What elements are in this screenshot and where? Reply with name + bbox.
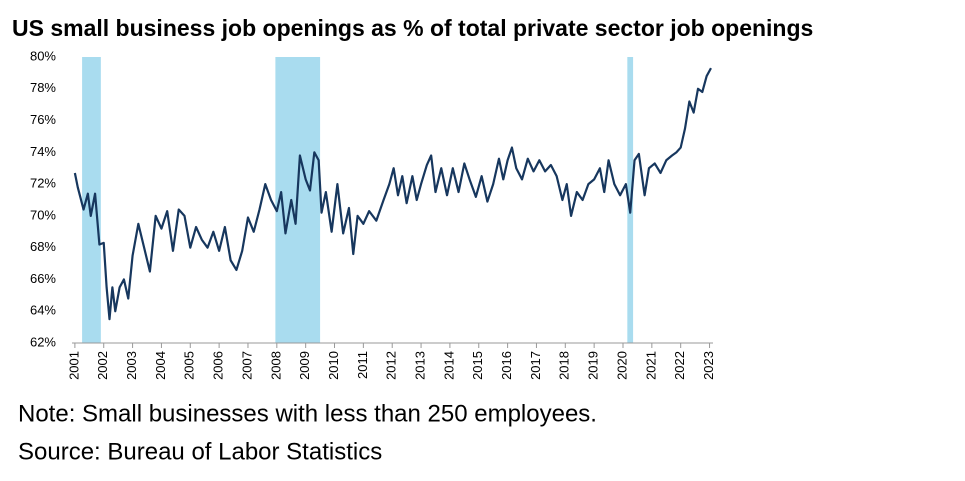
x-tick-label: 2018 [557,351,572,380]
x-tick-label: 2017 [528,351,543,380]
source: Source: Bureau of Labor Statistics [18,438,382,465]
y-tick-label: 80% [30,48,56,63]
y-tick-label: 72% [30,176,56,191]
y-tick-label: 76% [30,112,56,127]
x-tick-label: 2022 [672,351,687,380]
x-tick-label: 2023 [701,351,716,380]
x-tick-label: 2003 [124,351,139,380]
x-tick-label: 2015 [470,351,485,380]
x-tick-label: 2005 [182,351,197,380]
x-tick-label: 2016 [499,351,514,380]
x-tick-label: 2009 [297,351,312,380]
x-tick-label: 2007 [239,351,254,380]
y-tick-label: 78% [30,80,56,95]
recession-band [82,57,101,343]
x-tick-label: 2010 [326,351,341,380]
note: Note: Small businesses with less than 25… [18,400,597,427]
x-tick-label: 2019 [586,351,601,380]
y-tick-label: 66% [30,271,56,286]
x-tick-label: 2021 [643,351,658,380]
x-tick-label: 2020 [614,351,629,380]
x-tick-label: 2006 [211,351,226,380]
y-tick-label: 68% [30,239,56,254]
x-tick-label: 2011 [355,351,370,379]
y-tick-label: 62% [30,334,56,349]
chart-title: US small business job openings as % of t… [12,15,813,41]
y-tick-label: 64% [30,303,56,318]
y-tick-label: 70% [30,207,56,222]
x-tick-label: 2013 [412,351,427,380]
x-tick-label: 2004 [153,351,168,380]
series-line [73,67,712,321]
y-tick-label: 74% [30,144,56,159]
x-tick-label: 2014 [441,351,456,380]
x-tick-label: 2008 [268,351,283,380]
x-tick-label: 2002 [95,351,110,380]
x-tick-label: 2001 [66,351,81,380]
x-tick-label: 2012 [384,351,399,380]
